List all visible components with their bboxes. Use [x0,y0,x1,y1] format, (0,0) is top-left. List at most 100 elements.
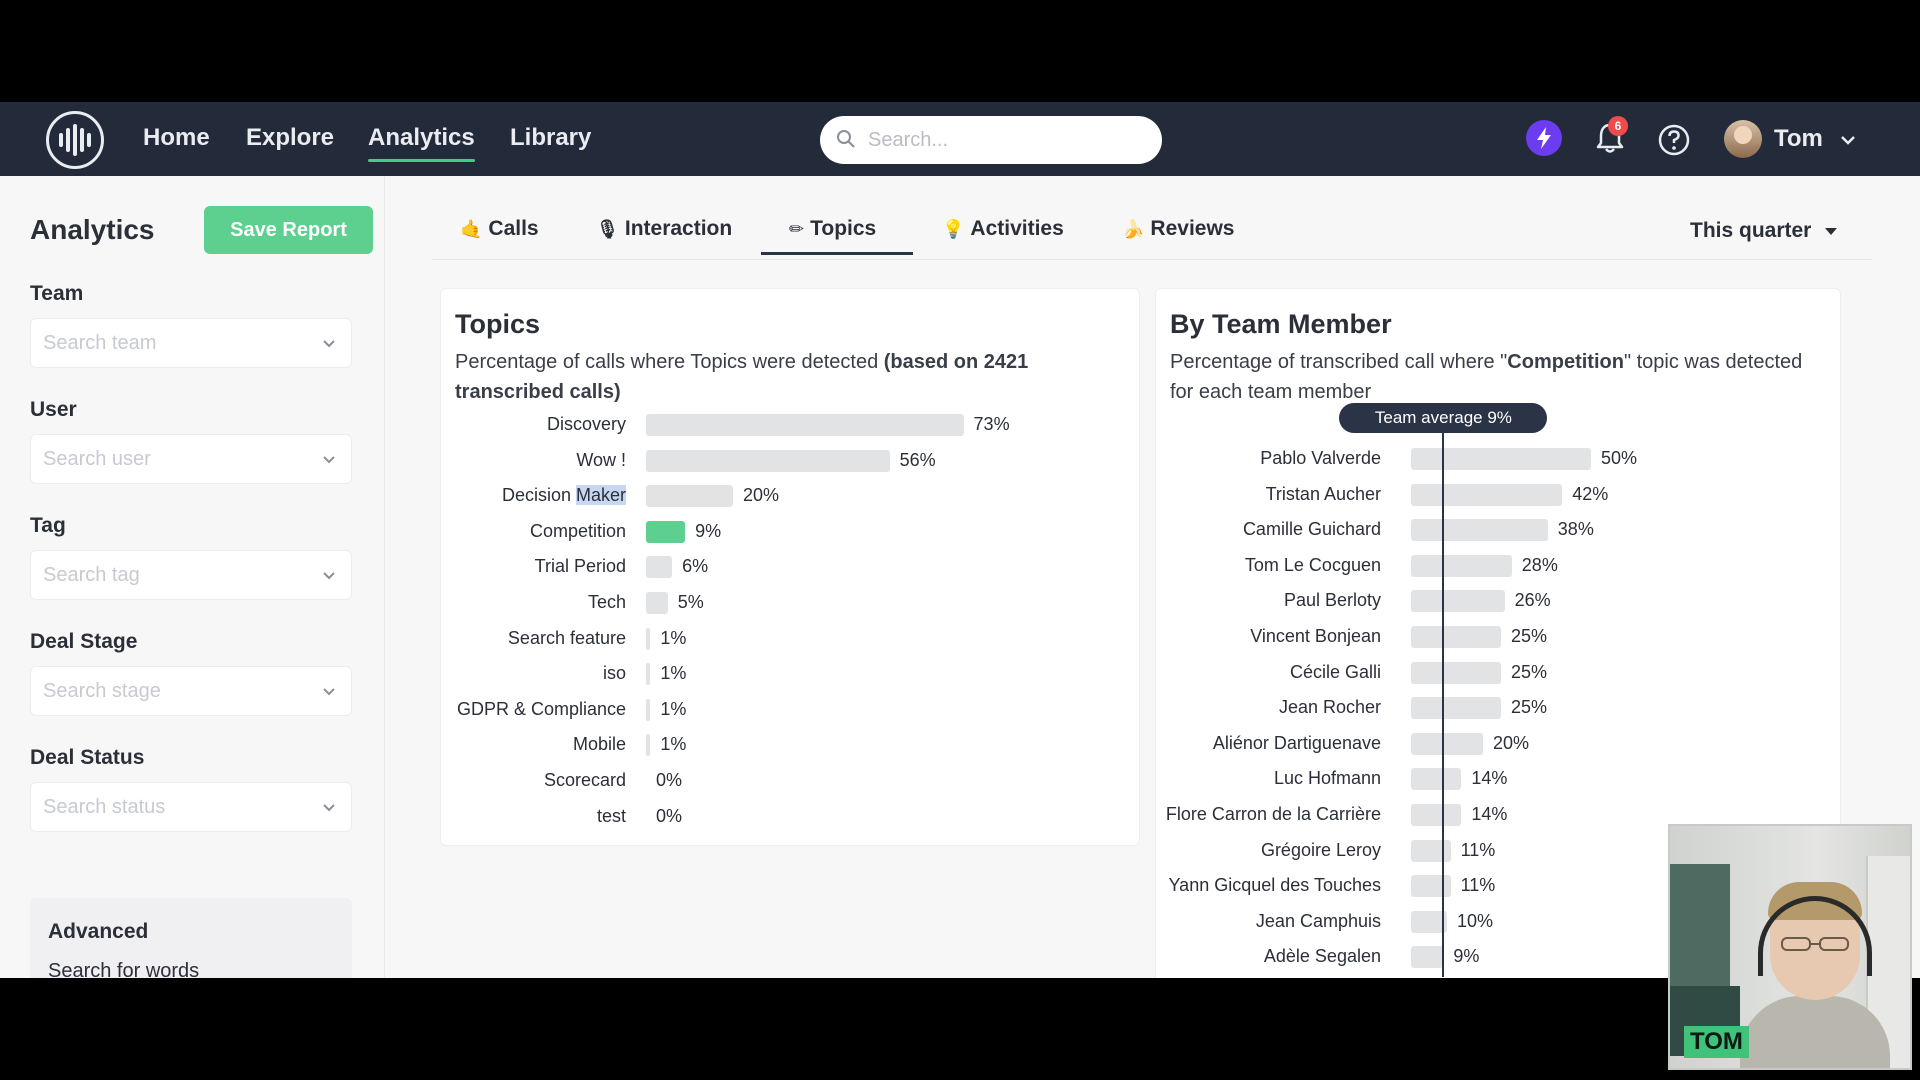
deal-stage-filter-label: Deal Stage [30,630,138,653]
page-title: Analytics [30,214,155,245]
bar [646,414,964,436]
bar-row: Tom Le Cocguen 28% [1156,550,1840,580]
username[interactable]: Tom [1774,125,1823,152]
bar-label: Luc Hofmann [1273,768,1381,789]
bar [646,449,890,472]
logo-icon[interactable] [46,111,104,169]
bar-value-label: 6% [682,556,709,577]
bar-row: Cécile Galli 25% [1156,657,1840,687]
bar-label: Camille Guichard [1242,519,1381,540]
bar [1411,839,1451,862]
period-label: This quarter [1690,219,1812,242]
app-window: Home Explore Analytics Library Search...… [0,102,1920,978]
topics-title: Topics [455,309,541,339]
chevron-down-icon [323,572,335,580]
topics-description: Percentage of calls where Topics were de… [455,347,1125,407]
user-select[interactable]: Search user [30,434,352,484]
tag-filter-label: Tag [30,514,66,537]
bar-value-label: 1% [660,734,687,755]
webcam-overlay: TOM [1668,824,1912,1070]
bar-value-label: 0% [656,805,683,826]
bar-value-label: 25% [1511,697,1548,718]
bar-label: Yann Gicquel des Touches [1168,875,1381,896]
tab-calls[interactable]: 🤙 Calls [460,217,539,241]
bar [1411,804,1462,826]
bar-row: Competition 9% [441,516,1139,546]
bar-label: test [596,805,626,826]
bar-row: Yann Gicquel des Touches 11% [1156,870,1840,900]
search-input[interactable]: Search... [820,116,1162,164]
chevron-down-icon [323,688,335,696]
tab-activities[interactable]: 💡 Activities [942,217,1064,241]
bar-row: Flore Carron de la Carrière 14% [1156,799,1840,829]
member-desc-topic: Competition [1507,351,1624,373]
period-select[interactable]: This quarter [1690,219,1838,243]
chevron-down-icon[interactable] [1838,130,1858,150]
tab-topics[interactable]: ✏ Topics [789,217,876,241]
bar-row: Pablo Valverde 50% [1156,443,1840,473]
bar-label: Discovery [546,414,626,434]
search-for-words-label: Search for words [48,960,200,978]
tab-reviews[interactable]: 🍌 Reviews [1122,217,1234,241]
tag-select-placeholder: Search tag [43,563,140,586]
nav-library[interactable]: Library [510,124,592,151]
bar [646,520,686,543]
tab-topics-label: Topics [810,217,877,240]
bar-label: Tristan Aucher [1265,483,1381,504]
bar-value-label: 14% [1471,768,1508,789]
save-report-button[interactable]: Save Report [204,206,373,254]
webcam-name-tag: TOM [1684,1026,1749,1058]
bar [1411,590,1505,613]
bar-label: Vincent Bonjean [1250,626,1381,646]
bar-row: Discovery 73% [441,409,1139,439]
bar [1411,626,1501,648]
bar-value-label: 5% [677,592,704,612]
bar [646,592,668,614]
bar-value-label: 0% [656,770,683,790]
caret-down-icon [1825,227,1838,235]
bar-row: GDPR & Compliance 1% [441,694,1139,724]
bar-value-label: 10% [1457,910,1494,931]
help-icon[interactable] [1657,123,1691,157]
deal-status-select[interactable]: Search status [30,782,352,832]
bar-label: Decision Maker [501,485,626,506]
bar-label: GDPR & Compliance [456,698,626,719]
bar [1411,519,1548,542]
avatar[interactable] [1724,120,1762,158]
deal-stage-select[interactable]: Search stage [30,666,352,716]
tab-activities-label: Activities [970,217,1064,240]
nav-explore[interactable]: Explore [246,124,335,151]
bar-value-label: 9% [1453,946,1480,967]
bar-value-label: 25% [1511,661,1548,682]
tab-calls-label: Calls [488,217,539,240]
team-filter-label: Team [30,282,84,305]
bar-value-label: 14% [1471,804,1508,824]
advanced-section[interactable]: Advanced Search for words [30,898,352,978]
report-tabs [432,176,1872,260]
member-desc-part2: " topic was detected for each team membe… [1170,351,1803,403]
bar-value-label: 1% [660,663,687,684]
bar [1411,448,1591,470]
bar-row: Tristan Aucher 42% [1156,479,1840,509]
topics-card: Topics Percentage of calls where Topics … [440,288,1140,846]
bar-value-label: 1% [660,627,687,648]
topics-desc-text: Percentage of calls where Topics were de… [455,351,884,373]
bar-row: Scorecard 0% [441,765,1139,795]
lightbulb-icon: 💡 [942,218,965,239]
chevron-down-icon [323,340,335,348]
team-select[interactable]: Search team [30,318,352,368]
tag-select[interactable]: Search tag [30,550,352,600]
bar-row: Search feature 1% [441,623,1139,653]
reviews-icon: 🍌 [1122,218,1145,239]
bar-label: Grégoire Leroy [1260,839,1381,860]
bar-label: Cécile Galli [1289,661,1381,682]
bar-value-label: 26% [1514,590,1551,611]
nav-analytics[interactable]: Analytics [368,124,475,162]
bar-row: Wow ! 56% [441,445,1139,475]
lightning-icon[interactable] [1526,120,1562,156]
bar-label: Wow ! [576,449,626,470]
by-team-member-title: By Team Member [1170,309,1392,339]
nav-home[interactable]: Home [143,124,210,151]
tab-interaction[interactable]: 🎙 Interaction [596,217,732,241]
team-average-line [1442,417,1445,977]
